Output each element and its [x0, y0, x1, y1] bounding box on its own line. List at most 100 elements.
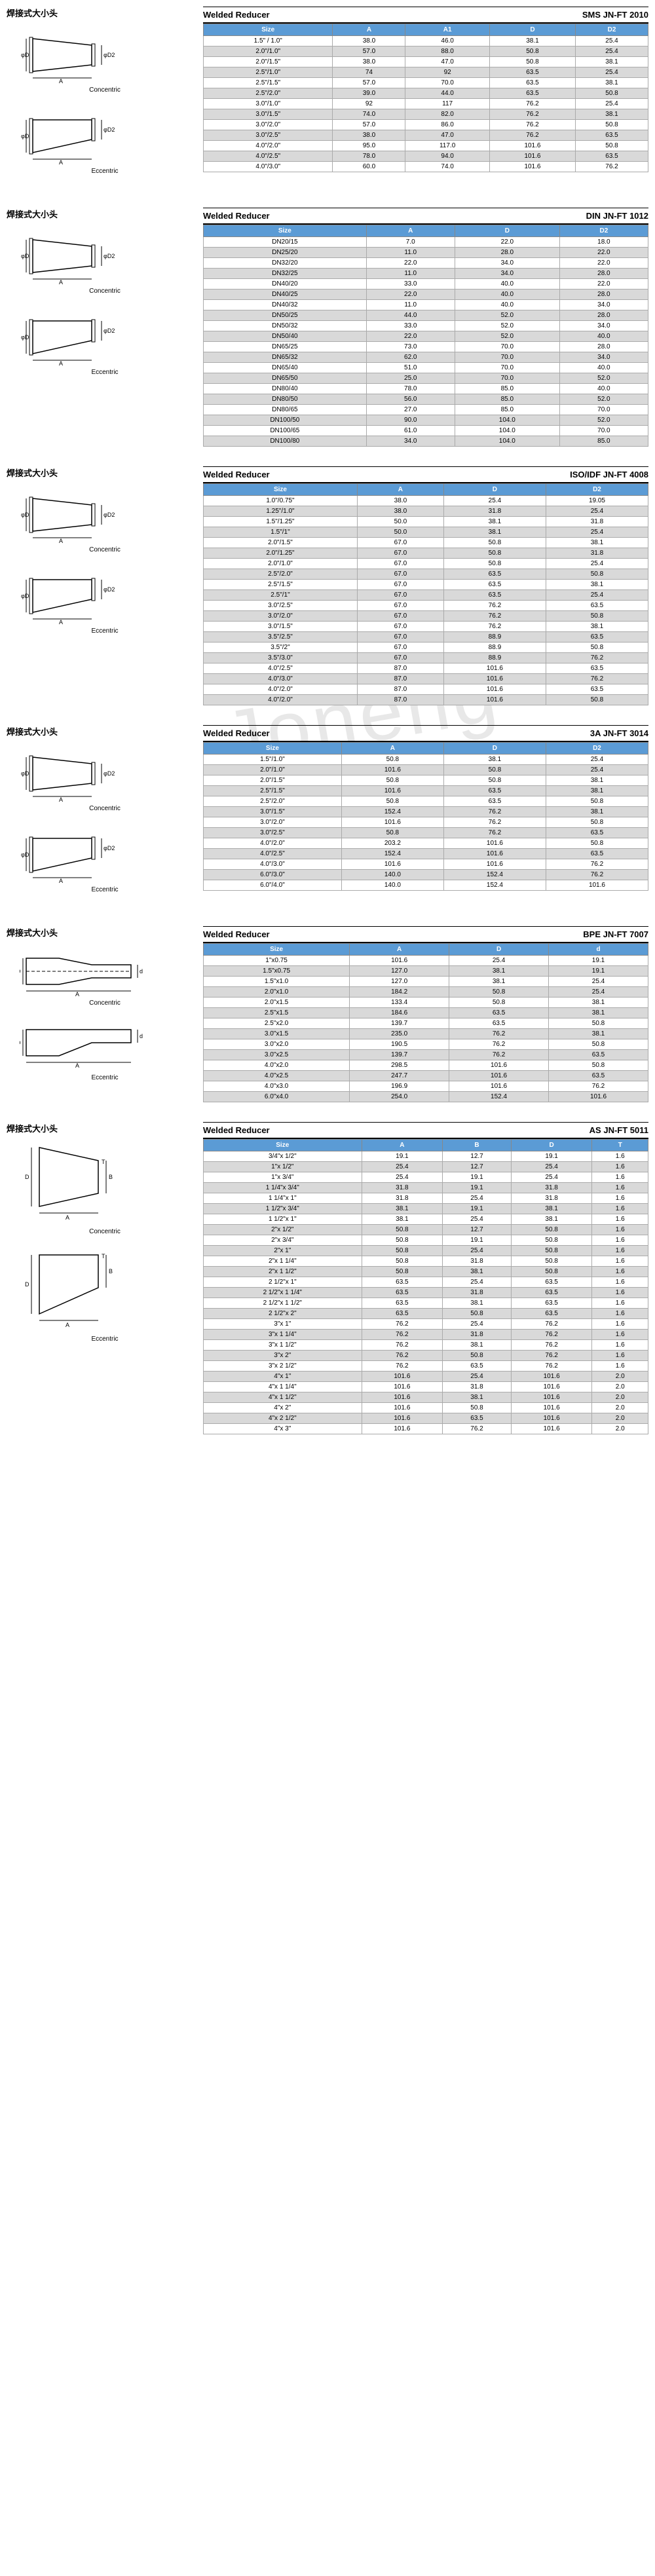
table-cell: 50.8 [546, 611, 648, 622]
table-cell: 2.0"/1.0" [204, 559, 358, 569]
table-cell: 25.4 [443, 1193, 512, 1204]
table-cell: 1.6 [592, 1330, 648, 1340]
table-cell: 38.1 [449, 966, 549, 977]
table-cell: 101.6 [443, 838, 546, 849]
table-cell: 50.8 [443, 559, 546, 569]
table-cell: 63.5 [449, 1018, 549, 1029]
table-row: 2.5"/1.0"749263.525.4 [204, 67, 648, 78]
table-cell: 3"x 2 1/2" [204, 1361, 362, 1372]
table-row: 4.0"/2.0"203.2101.650.8 [204, 838, 648, 849]
table-cell: 50.8 [576, 141, 648, 151]
table-cell: 63.5 [576, 130, 648, 141]
table-cell: 76.2 [546, 870, 648, 880]
table-cell: 3"x 1" [204, 1319, 362, 1330]
spec-section: 焊接式大小头 D d A Concentric D d A EccentricW… [7, 926, 648, 1102]
table-cell: 50.8 [489, 47, 575, 57]
table-cell: 34.0 [559, 321, 648, 331]
column-header: Size [204, 225, 367, 237]
table-cell: 40.0 [455, 300, 559, 310]
table-cell: 50.8 [511, 1235, 592, 1246]
table-title-left: Welded Reducer [203, 1125, 270, 1135]
table-cell: 2.0"x1.5 [204, 998, 350, 1008]
table-cell: 50.8 [511, 1267, 592, 1277]
table-cell: 38.1 [489, 36, 575, 47]
table-cell: 25.4 [443, 1277, 512, 1288]
table-cell: 1.6 [592, 1172, 648, 1183]
table-cell: DN25/20 [204, 248, 367, 258]
eccentric-diagram: φD φD2 A Eccentric [20, 825, 190, 893]
table-cell: 50.8 [511, 1256, 592, 1267]
table-cell: 25.4 [546, 755, 648, 765]
table-cell: 63.5 [443, 590, 546, 601]
table-cell: 101.6 [449, 1071, 549, 1081]
table-cell: 2"x 1/2" [204, 1225, 362, 1235]
table-cell: 87.0 [357, 674, 443, 684]
svg-text:D: D [25, 1174, 29, 1180]
table-cell: 3.0"/1.0" [204, 99, 333, 109]
table-cell: 38.1 [546, 622, 648, 632]
table-row: 4"x 1 1/4"101.631.8101.62.0 [204, 1382, 648, 1392]
table-cell: 76.2 [546, 674, 648, 684]
table-cell: 85.0 [455, 394, 559, 405]
table-cell: 38.1 [546, 538, 648, 548]
diagram-label: Concentric [20, 86, 190, 94]
table-cell: 4.0"/2.5" [204, 151, 333, 162]
column-header: Size [204, 24, 333, 36]
table-cell: 2.5"/1.5" [204, 786, 342, 796]
svg-text:D: D [25, 1281, 29, 1288]
table-cell: 38.1 [443, 1340, 512, 1351]
table-cell: 11.0 [366, 300, 455, 310]
section-cn-label: 焊接式大小头 [7, 926, 190, 939]
table-row: 4.0"/3.0"60.074.0101.676.2 [204, 162, 648, 172]
column-header: A [357, 484, 443, 496]
table-title-right: ISO/IDF JN-FT 4008 [570, 470, 648, 479]
table-row: 1.25"/1.0"38.031.825.4 [204, 506, 648, 517]
table-cell: 50.8 [511, 1246, 592, 1256]
table-cell: 104.0 [455, 436, 559, 447]
section-cn-label: 焊接式大小头 [7, 7, 190, 19]
table-row: 3"x 2 1/2"76.263.576.21.6 [204, 1361, 648, 1372]
table-cell: 101.6 [511, 1403, 592, 1413]
table-cell: 3.0"/2.0" [204, 120, 333, 130]
table-cell: 38.1 [511, 1204, 592, 1214]
table-cell: 1.6 [592, 1351, 648, 1361]
table-row: 2.0"/1.25"67.050.831.8 [204, 548, 648, 559]
table-cell: 31.8 [443, 1330, 512, 1340]
table-cell: 28.0 [559, 269, 648, 279]
table-cell: 25.4 [511, 1162, 592, 1172]
table-cell: 1 1/2"x 3/4" [204, 1204, 362, 1214]
table-cell: 2.0 [592, 1382, 648, 1392]
column-header: D [449, 944, 549, 956]
column-header: Size [204, 1140, 362, 1151]
table-cell: 50.8 [341, 775, 443, 786]
table-cell: 19.1 [511, 1151, 592, 1162]
table-cell: DN65/32 [204, 352, 367, 363]
table-cell: 50.8 [549, 1039, 648, 1050]
table-cell: 25.4 [546, 559, 648, 569]
table-cell: 63.5 [549, 1050, 648, 1060]
table-cell: 57.0 [333, 78, 405, 88]
table-cell: 38.1 [576, 109, 648, 120]
table-cell: 76.2 [443, 807, 546, 817]
table-row: 3.0"x2.5139.776.263.5 [204, 1050, 648, 1060]
table-cell: 50.8 [443, 1351, 512, 1361]
column-header: D2 [546, 743, 648, 755]
table-cell: 38.1 [576, 78, 648, 88]
table-cell: 3"x 1 1/4" [204, 1330, 362, 1340]
column-header: A [341, 743, 443, 755]
table-row: 2.5"/2.0"39.044.063.550.8 [204, 88, 648, 99]
table-cell: 3.0"/1.5" [204, 807, 342, 817]
table-cell: 127.0 [350, 977, 449, 987]
table-row: 1 1/2"x 1"38.125.438.11.6 [204, 1214, 648, 1225]
table-cell: DN40/20 [204, 279, 367, 289]
table-title-left: Welded Reducer [203, 211, 270, 221]
table-cell: 38.1 [546, 775, 648, 786]
table-cell: 1.6 [592, 1193, 648, 1204]
table-row: 6.0"/3.0"140.0152.476.2 [204, 870, 648, 880]
table-cell: 3.0"/2.0" [204, 817, 342, 828]
table-cell: 1.6 [592, 1288, 648, 1298]
table-cell: 67.0 [357, 622, 443, 632]
table-cell: 117.0 [405, 141, 489, 151]
table-cell: 67.0 [357, 643, 443, 653]
table-cell: 40.0 [455, 289, 559, 300]
